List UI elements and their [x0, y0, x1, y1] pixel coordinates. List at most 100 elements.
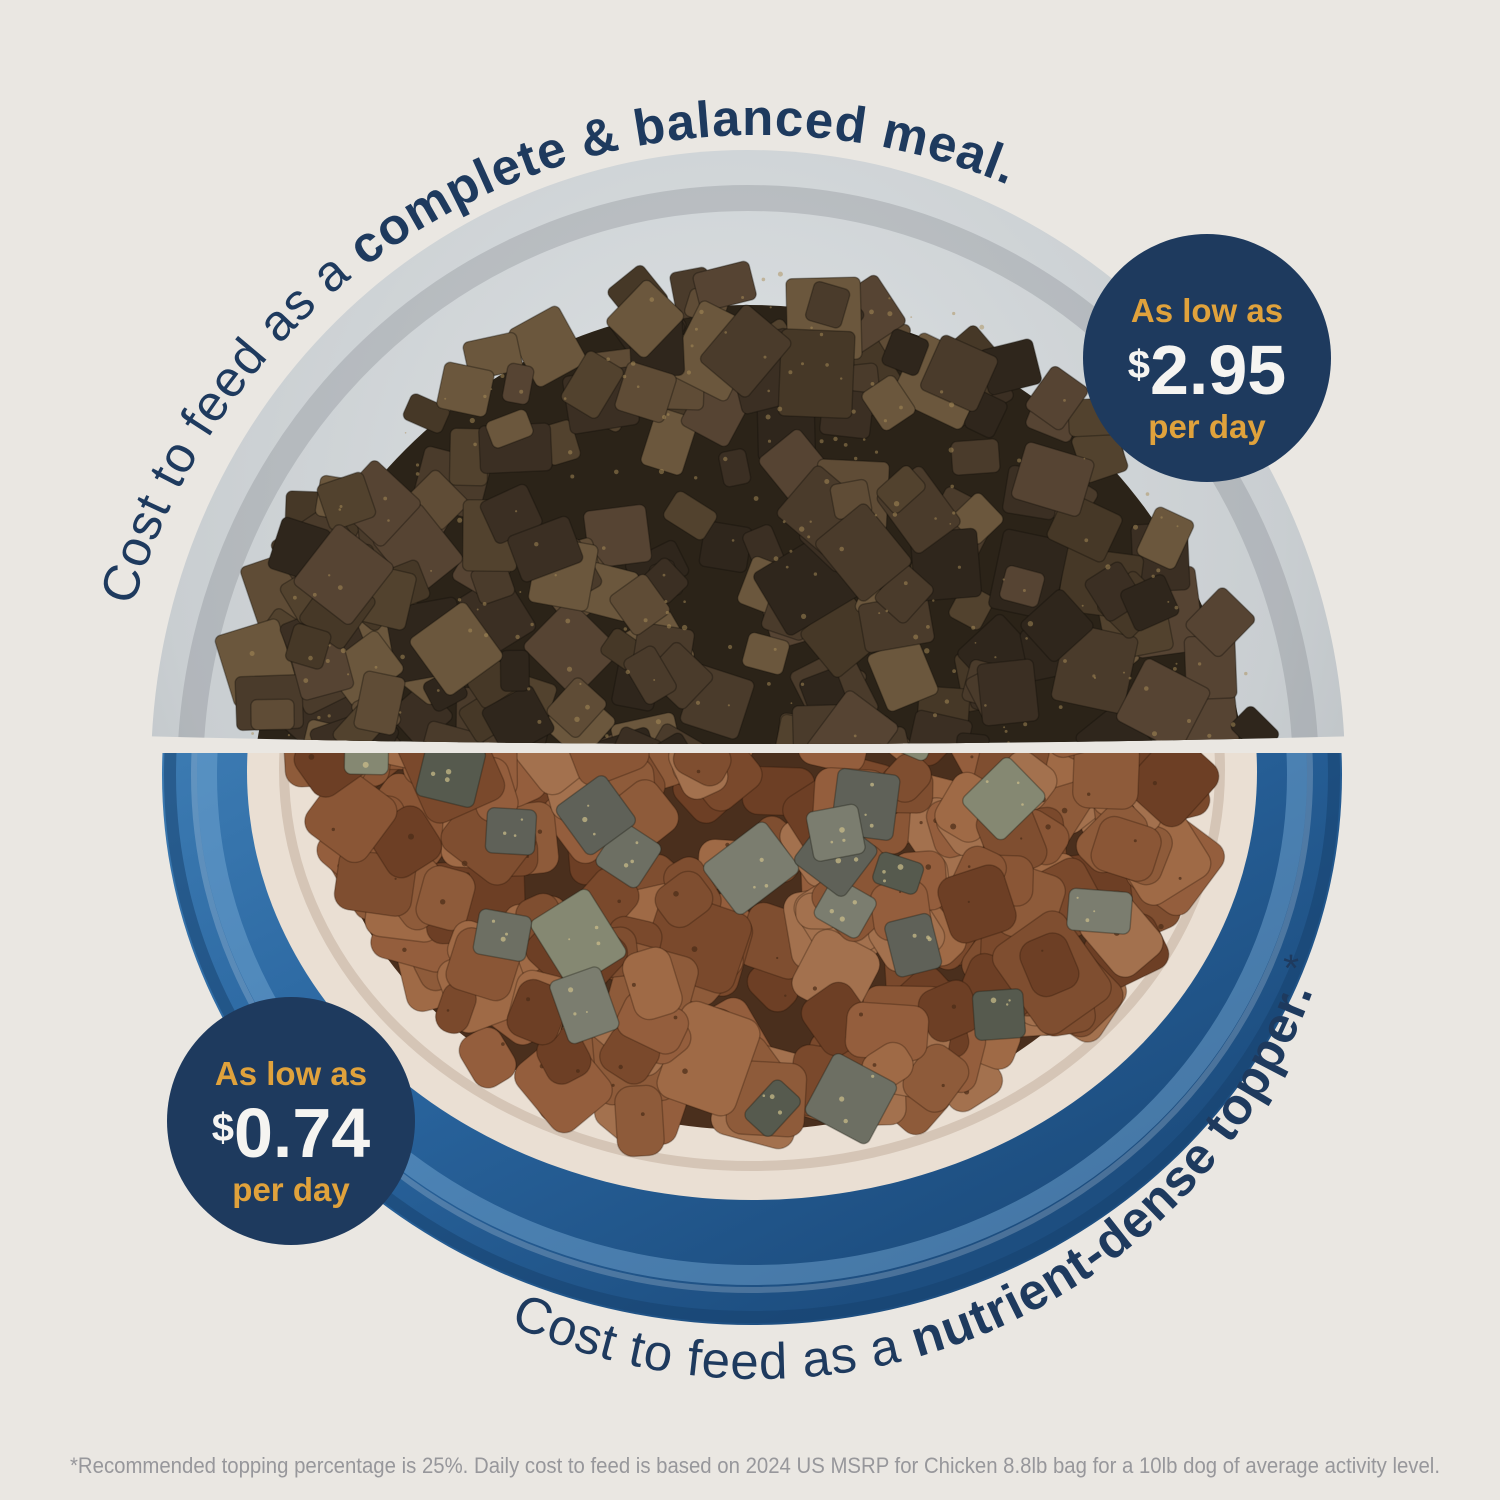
jerky-chunk: [1185, 587, 1256, 658]
speckle: [1160, 516, 1163, 519]
speckle: [789, 549, 793, 553]
kibble-piece: [1019, 932, 1080, 998]
speckle: [767, 439, 772, 443]
badge-price: $2.95: [1128, 331, 1287, 409]
speckle: [664, 600, 668, 603]
speckle: [971, 625, 976, 630]
speckle: [899, 405, 903, 410]
speckle: [970, 755, 974, 759]
speckle: [695, 700, 701, 705]
speckle: [694, 476, 698, 480]
speckle: [910, 316, 913, 318]
speckle: [882, 870, 886, 874]
speckle: [819, 439, 824, 444]
jerky-chunk: [663, 490, 718, 541]
speckle: [765, 414, 771, 420]
speckle: [662, 573, 666, 577]
speckle: [724, 331, 727, 334]
jerky-chunk: [806, 690, 899, 744]
jerky-chunk: [606, 279, 685, 359]
speckle: [883, 419, 888, 423]
speckle: [1023, 722, 1028, 727]
speckle: [530, 622, 534, 627]
speckle: [859, 1012, 863, 1017]
speckle: [503, 831, 507, 835]
speckle: [362, 761, 369, 768]
speckle: [500, 936, 506, 942]
topper-piece: [813, 877, 877, 939]
jerky-chunk: [777, 328, 856, 420]
speckle: [767, 682, 771, 686]
speckle: [761, 277, 766, 282]
speckle: [337, 585, 343, 590]
speckle: [308, 754, 315, 760]
speckle: [476, 608, 479, 611]
jerky-chunk: [1136, 506, 1195, 570]
speckle: [587, 804, 590, 807]
speckle: [1156, 568, 1161, 573]
speckle: [950, 823, 957, 830]
speckle: [893, 501, 900, 507]
speckle: [1084, 538, 1089, 543]
speckle: [519, 591, 522, 593]
speckle: [1128, 676, 1132, 680]
speckle: [833, 436, 838, 442]
speckle: [985, 780, 989, 783]
speckle: [666, 624, 672, 629]
speckle: [505, 932, 508, 936]
jerky-chunk: [485, 408, 534, 449]
speckle: [436, 689, 440, 692]
speckle: [1105, 564, 1111, 570]
speckle: [1058, 705, 1063, 709]
speckle: [853, 734, 857, 738]
speckle: [887, 311, 893, 317]
speckle: [1158, 923, 1164, 930]
speckle: [777, 406, 783, 412]
speckle: [950, 484, 954, 489]
badge-as-low-as: As low as: [1131, 292, 1283, 329]
speckle: [566, 666, 573, 672]
topper-piece: [472, 908, 533, 962]
speckle: [596, 941, 601, 946]
speckle: [614, 469, 619, 475]
speckle: [415, 463, 420, 467]
jerky-chunk: [499, 649, 531, 693]
speckle: [402, 947, 407, 952]
kibble-piece: [566, 753, 650, 787]
kibble-piece: [1090, 815, 1162, 882]
speckle: [374, 665, 378, 669]
speckle: [446, 1009, 450, 1012]
speckle: [1152, 781, 1157, 786]
speckle: [994, 656, 997, 659]
jerky-chunk: [1120, 573, 1180, 632]
complete-meal-bowl-photo: [151, 150, 1345, 744]
price-badge-topper: As low as $0.74 per day: [167, 997, 415, 1245]
speckle: [864, 813, 867, 816]
speckle: [500, 374, 505, 378]
speckle: [534, 542, 539, 547]
speckle: [618, 1064, 623, 1070]
speckle: [515, 510, 518, 513]
speckle: [801, 613, 807, 620]
speckle: [728, 644, 733, 650]
topper-piece: [484, 806, 538, 856]
speckle: [1173, 667, 1177, 671]
speckle: [582, 816, 588, 823]
speckle: [776, 956, 779, 960]
speckle: [1093, 676, 1097, 680]
speckle: [573, 1012, 577, 1016]
speckle: [694, 327, 698, 331]
speckle: [691, 946, 698, 952]
speckle: [843, 443, 848, 447]
jerky-chunk: [1020, 589, 1094, 663]
jerky-chunk: [481, 684, 555, 744]
speckle: [444, 397, 447, 400]
speckle: [773, 556, 779, 562]
speckle: [565, 618, 571, 624]
speckle: [888, 297, 891, 300]
speckle: [912, 933, 917, 938]
speckle: [913, 634, 919, 640]
kibble-piece: [672, 753, 732, 787]
speckle: [853, 857, 859, 862]
